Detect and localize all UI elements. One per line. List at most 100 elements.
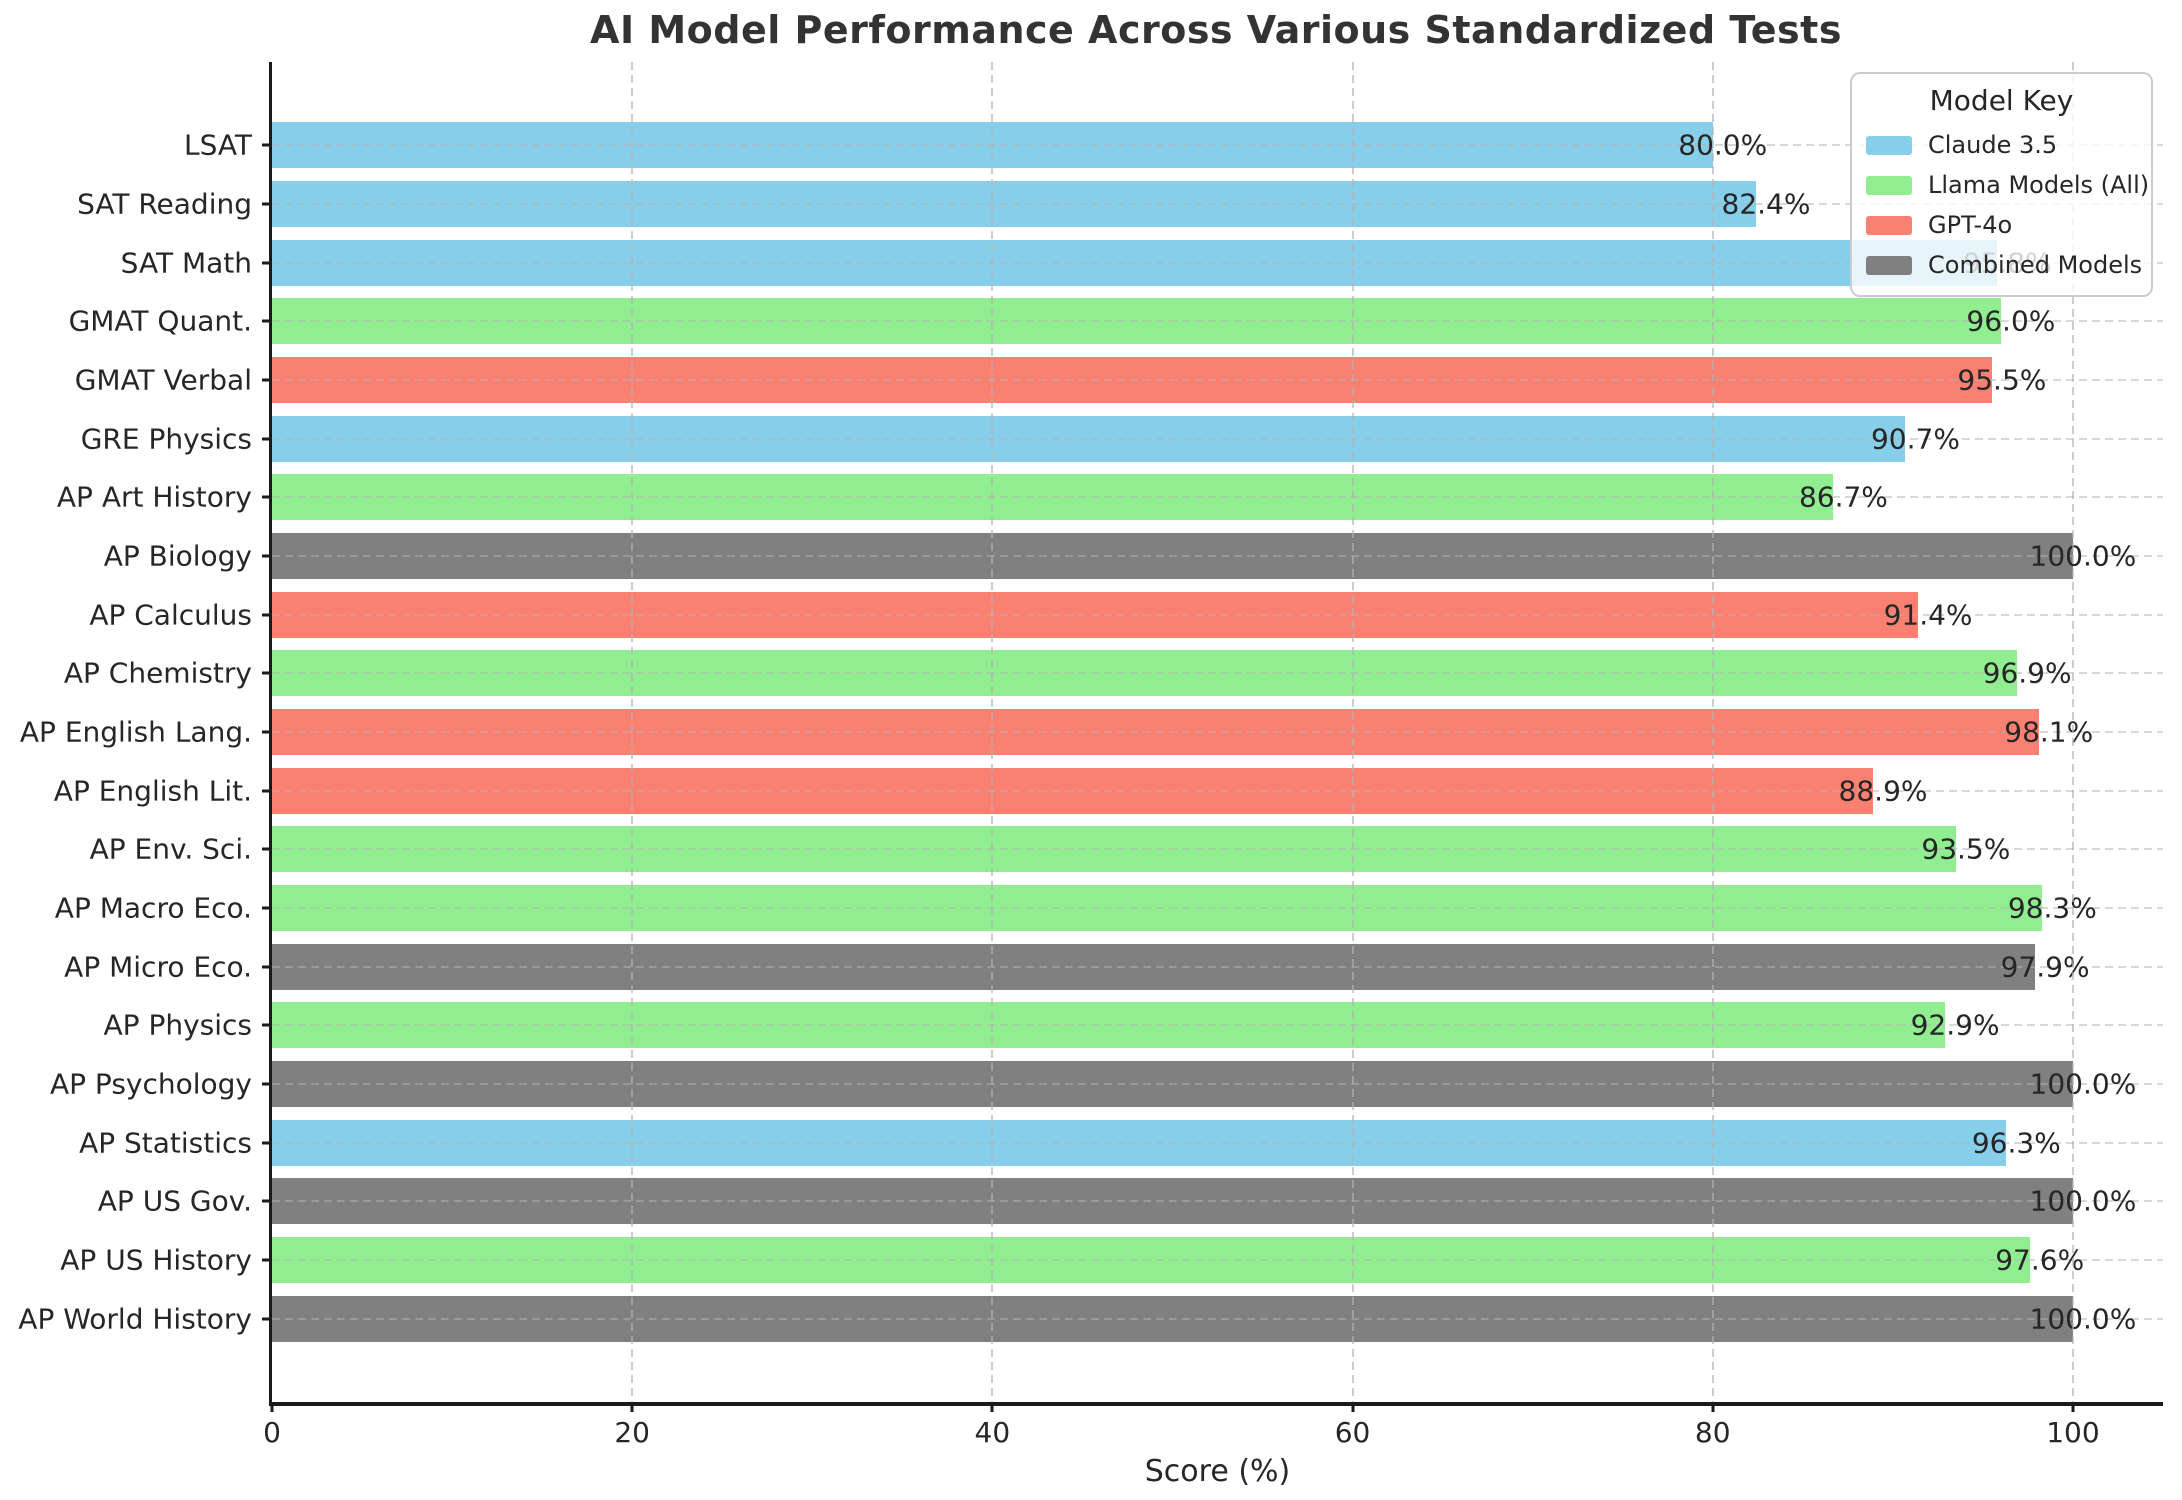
gridline-y — [272, 379, 2163, 382]
bar-row: AP World History 100.0% — [18, 1289, 2163, 1348]
y-tick-mark — [262, 789, 272, 793]
gridline-y — [272, 1024, 2163, 1027]
bar-row: AP Macro Eco. 98.3% — [55, 879, 2163, 938]
category-label: LSAT — [184, 128, 252, 162]
gridline-y — [272, 907, 2163, 910]
y-tick-mark — [262, 730, 272, 734]
value-label: 91.4% — [1883, 598, 1973, 632]
bar-row: AP Chemistry 96.9% — [64, 644, 2163, 703]
category-label: AP Chemistry — [63, 656, 252, 690]
gridline-x-80 — [1711, 62, 1714, 1402]
y-tick-mark — [262, 261, 272, 265]
gridline-y — [272, 320, 2163, 323]
value-label: 90.7% — [1870, 422, 1960, 456]
category-label: AP Physics — [103, 1008, 253, 1042]
category-label: AP English Lang. — [19, 715, 252, 749]
x-tick-label: 20 — [614, 1416, 651, 1449]
value-label: 96.9% — [1982, 656, 2072, 690]
bar-row: AP US History 97.6% — [60, 1231, 2163, 1290]
claude-swatch-icon — [1866, 135, 1912, 155]
y-tick-mark — [262, 1199, 272, 1203]
value-label: 96.3% — [1971, 1126, 2061, 1160]
category-label: AP US History — [60, 1243, 252, 1277]
bar-row: AP Calculus 91.4% — [89, 585, 2163, 644]
gridline-y — [272, 731, 2163, 734]
legend: Model Key Claude 3.5 Llama Models (All) … — [1850, 72, 2153, 297]
y-tick-mark — [262, 495, 272, 499]
category-label: AP US Gov. — [97, 1184, 252, 1218]
value-label: 86.7% — [1798, 480, 1888, 514]
x-tick-mark — [630, 1402, 634, 1412]
gpt4o-swatch-icon — [1866, 215, 1912, 235]
x-axis-label: Score (%) — [1144, 1454, 1291, 1489]
category-label: AP Env. Sci. — [89, 832, 252, 866]
y-tick-mark — [262, 378, 272, 382]
value-label: 82.4% — [1721, 187, 1811, 221]
category-label: AP Macro Eco. — [54, 891, 252, 925]
x-tick-label: 0 — [263, 1416, 281, 1449]
legend-entry-label: Llama Models (All) — [1928, 171, 2150, 199]
value-label: 100.0% — [2029, 539, 2137, 573]
value-label: 93.5% — [1921, 832, 2011, 866]
legend-entry-label: Claude 3.5 — [1928, 131, 2058, 159]
value-label: 100.0% — [2029, 1302, 2137, 1336]
gridline-y — [272, 555, 2163, 558]
gridline-y — [272, 1200, 2163, 1203]
category-label: AP Calculus — [89, 598, 252, 632]
value-label: 97.9% — [2000, 950, 2090, 984]
category-label: GRE Physics — [80, 422, 252, 456]
y-tick-mark — [262, 554, 272, 558]
x-tick-label: 80 — [1694, 1416, 1731, 1449]
bar-row: SAT Reading 82.4% — [77, 175, 2163, 234]
chart-title: AI Model Performance Across Various Stan… — [590, 8, 1842, 52]
y-tick-mark — [262, 1082, 272, 1086]
value-label: 92.9% — [1910, 1008, 2000, 1042]
x-tick-label: 40 — [974, 1416, 1011, 1449]
y-tick-mark — [262, 613, 272, 617]
category-label: AP World History — [18, 1302, 252, 1336]
value-label: 98.3% — [2007, 891, 2097, 925]
x-tick-mark — [2071, 1402, 2075, 1412]
gridline-y — [272, 437, 2163, 440]
legend-entry-label: GPT-4o — [1928, 211, 2013, 239]
category-label: GMAT Quant. — [68, 304, 252, 338]
gridline-y — [272, 1317, 2163, 1320]
y-tick-mark — [262, 671, 272, 675]
category-label: AP Art History — [56, 480, 252, 514]
x-tick-label: 60 — [1334, 1416, 1371, 1449]
gridline-y — [272, 496, 2163, 499]
bar-row: AP Micro Eco. 97.9% — [64, 937, 2163, 996]
bar-row: GMAT Quant. 96.0% — [69, 292, 2163, 351]
bar-row: AP US Gov. 100.0% — [98, 1172, 2163, 1231]
value-label: 100.0% — [2029, 1184, 2137, 1218]
llama-swatch-icon — [1866, 175, 1912, 195]
gridline-x-100 — [2071, 62, 2074, 1402]
category-label: AP English Lit. — [53, 774, 252, 808]
bar-row: AP Art History 86.7% — [57, 468, 2163, 527]
bar-row: AP Physics 92.9% — [104, 996, 2163, 1055]
gridline-y — [272, 848, 2163, 851]
gridline-y — [272, 672, 2163, 675]
y-tick-mark — [262, 1023, 272, 1027]
x-tick-mark — [990, 1402, 994, 1412]
legend-entry: Claude 3.5 — [1866, 125, 2137, 165]
category-label: SAT Math — [120, 246, 252, 280]
value-label: 95.5% — [1957, 363, 2047, 397]
category-label: SAT Reading — [77, 187, 252, 221]
legend-entry: GPT-4o — [1866, 205, 2137, 245]
y-tick-mark — [262, 143, 272, 147]
gridline-y — [272, 1141, 2163, 1144]
bar-row: AP Env. Sci. 93.5% — [90, 820, 2163, 879]
category-label: AP Psychology — [49, 1067, 252, 1101]
legend-entry-label: Combined Models — [1928, 251, 2143, 279]
bar-row: AP Psychology 100.0% — [50, 1055, 2163, 1114]
x-tick-label: 100 — [2046, 1416, 2100, 1449]
value-label: 100.0% — [2029, 1067, 2137, 1101]
gridline-x-60 — [1351, 62, 1354, 1402]
bar-row: GMAT Verbal 95.5% — [75, 351, 2163, 410]
value-label: 98.1% — [2004, 715, 2094, 749]
gridline-y — [272, 1259, 2163, 1262]
gridline-y — [272, 965, 2163, 968]
